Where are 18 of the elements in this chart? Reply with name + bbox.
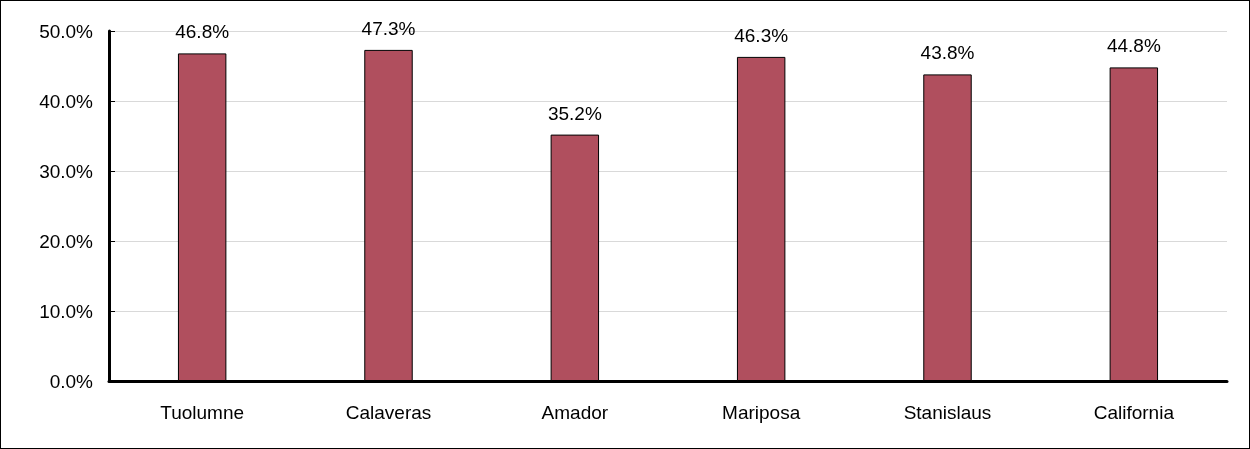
y-tick-label: 20.0% [39,230,94,252]
x-tick-label: Stanislaus [903,402,992,423]
data-label: 35.2% [547,102,602,124]
data-label: 47.3% [361,17,416,39]
x-tick-label: Calaveras [345,402,432,423]
y-tick-label: 30.0% [39,160,94,182]
x-tick-label: California [1093,402,1175,423]
x-tick-label: Amador [541,402,609,423]
data-label: 46.8% [175,21,230,43]
x-tick-label: Mariposa [722,402,801,423]
y-tick-label: 0.0% [49,370,94,392]
y-tick-label: 40.0% [39,90,94,112]
x-tick-label: Tuolumne [160,402,245,423]
data-label: 43.8% [920,42,975,64]
y-tick-label: 10.0% [39,300,94,322]
data-label: 44.8% [1106,35,1161,57]
data-label: 46.3% [734,24,789,46]
y-tick-label: 50.0% [39,20,94,42]
